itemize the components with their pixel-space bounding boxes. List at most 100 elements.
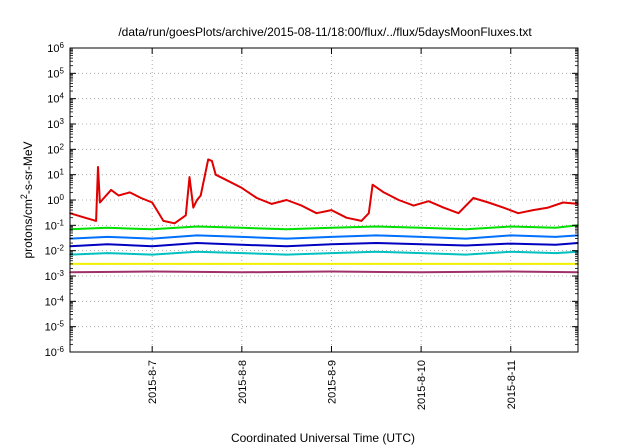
data-point bbox=[375, 234, 378, 237]
data-point bbox=[465, 244, 467, 247]
data-point bbox=[375, 225, 378, 228]
data-point bbox=[241, 271, 243, 274]
y-tick-label-exponent: 0 bbox=[60, 193, 65, 202]
data-point bbox=[162, 220, 165, 222]
data-point bbox=[368, 212, 370, 214]
data-point bbox=[226, 179, 228, 182]
data-point bbox=[196, 234, 198, 237]
series-line bbox=[69, 242, 579, 248]
y-tick-label: 101 bbox=[47, 167, 64, 182]
y-tick-label-exponent: 2 bbox=[60, 142, 65, 151]
data-point bbox=[375, 251, 378, 253]
data-point bbox=[140, 197, 142, 199]
data-point bbox=[420, 263, 422, 265]
data-point bbox=[196, 225, 198, 228]
x-tick-label: 2015-8-8 bbox=[237, 360, 249, 404]
data-point bbox=[241, 252, 243, 254]
x-tick-labels: 2015-8-7 2015-8-8 2015-8-9 2015-8-10 2015-8-… bbox=[147, 360, 518, 410]
y-tick-label-exponent: 5 bbox=[60, 66, 65, 75]
y-tick-label-base: 10 bbox=[45, 246, 57, 258]
data-point bbox=[517, 212, 519, 214]
y-tick-label-base: 10 bbox=[45, 296, 57, 308]
data-point bbox=[129, 191, 131, 194]
y-tick-label-base: 10 bbox=[45, 347, 57, 359]
data-point bbox=[192, 206, 195, 209]
data-point bbox=[487, 201, 490, 204]
y-tick-label: 10-6 bbox=[45, 345, 65, 360]
data-point bbox=[330, 270, 333, 273]
data-point bbox=[285, 228, 288, 231]
data-point bbox=[300, 204, 303, 207]
data-point bbox=[375, 242, 378, 244]
data-point bbox=[510, 270, 512, 273]
y-tick-label: 106 bbox=[47, 41, 64, 56]
series-line bbox=[69, 250, 579, 256]
data-point bbox=[151, 245, 153, 247]
y-tick-label-exponent: -2 bbox=[57, 243, 65, 252]
data-point bbox=[465, 237, 467, 240]
data-point bbox=[532, 209, 534, 211]
data-point bbox=[554, 252, 557, 254]
data-point bbox=[241, 244, 243, 246]
data-point bbox=[241, 187, 243, 189]
y-tick-label-exponent: 4 bbox=[60, 91, 65, 100]
data-point bbox=[241, 263, 243, 265]
y-tick-label: 103 bbox=[47, 117, 64, 132]
y-tick-label: 10-5 bbox=[45, 319, 65, 334]
data-point bbox=[188, 176, 191, 178]
data-point bbox=[397, 199, 400, 201]
data-point bbox=[360, 220, 363, 222]
data-point bbox=[554, 236, 557, 238]
y-tick-label-exponent: -3 bbox=[57, 269, 65, 278]
data-point bbox=[99, 201, 101, 204]
data-point bbox=[371, 183, 374, 186]
data-point bbox=[510, 263, 512, 265]
data-point bbox=[465, 228, 467, 231]
y-tick-label-base: 10 bbox=[47, 68, 59, 80]
data-point bbox=[199, 194, 202, 197]
data-point bbox=[196, 242, 198, 244]
data-point bbox=[330, 263, 333, 265]
data-point bbox=[173, 222, 176, 225]
data-point bbox=[106, 236, 109, 238]
data-point bbox=[95, 220, 97, 222]
y-tick-label: 10-3 bbox=[45, 269, 65, 284]
data-point bbox=[330, 236, 333, 238]
data-point bbox=[196, 251, 198, 253]
y-tick-label-base: 10 bbox=[47, 195, 59, 207]
y-tick-label-exponent: -5 bbox=[57, 319, 65, 328]
x-tick-label: 2015-8-10 bbox=[416, 360, 428, 410]
data-point bbox=[330, 252, 333, 254]
x-axis-label: Coordinated Universal Time (UTC) bbox=[231, 431, 415, 445]
series-line bbox=[69, 270, 579, 274]
data-point bbox=[420, 243, 422, 245]
data-point bbox=[110, 189, 112, 191]
data-point bbox=[151, 270, 153, 273]
data-point bbox=[562, 201, 564, 204]
y-tick-label-base: 10 bbox=[45, 271, 57, 283]
data-point bbox=[315, 212, 318, 214]
data-point bbox=[457, 212, 460, 214]
data-point bbox=[420, 271, 422, 274]
data-point bbox=[420, 252, 422, 254]
y-tick-label-exponent: 1 bbox=[60, 167, 65, 176]
y-tick-label-base: 10 bbox=[47, 119, 59, 131]
y-tick-label-exponent: -1 bbox=[57, 218, 65, 227]
data-point bbox=[502, 206, 505, 209]
data-point bbox=[383, 191, 385, 194]
data-point bbox=[196, 199, 198, 201]
data-point bbox=[472, 197, 475, 199]
x-tick-label: 2015-8-11 bbox=[506, 360, 518, 409]
x-tick-label: 2015-8-9 bbox=[326, 360, 338, 404]
y-axis-label-rest: -s-sr-MeV bbox=[21, 141, 35, 194]
data-point bbox=[241, 236, 243, 238]
data-point bbox=[151, 263, 153, 265]
data-point bbox=[151, 253, 153, 256]
data-point bbox=[510, 234, 512, 237]
y-tick-label: 10-2 bbox=[45, 243, 65, 258]
data-point bbox=[510, 251, 512, 253]
y-tick-label-base: 10 bbox=[45, 322, 57, 334]
y-tick-label-base: 10 bbox=[47, 144, 59, 156]
y-tick-label: 10-4 bbox=[45, 294, 65, 309]
data-point bbox=[151, 201, 153, 204]
